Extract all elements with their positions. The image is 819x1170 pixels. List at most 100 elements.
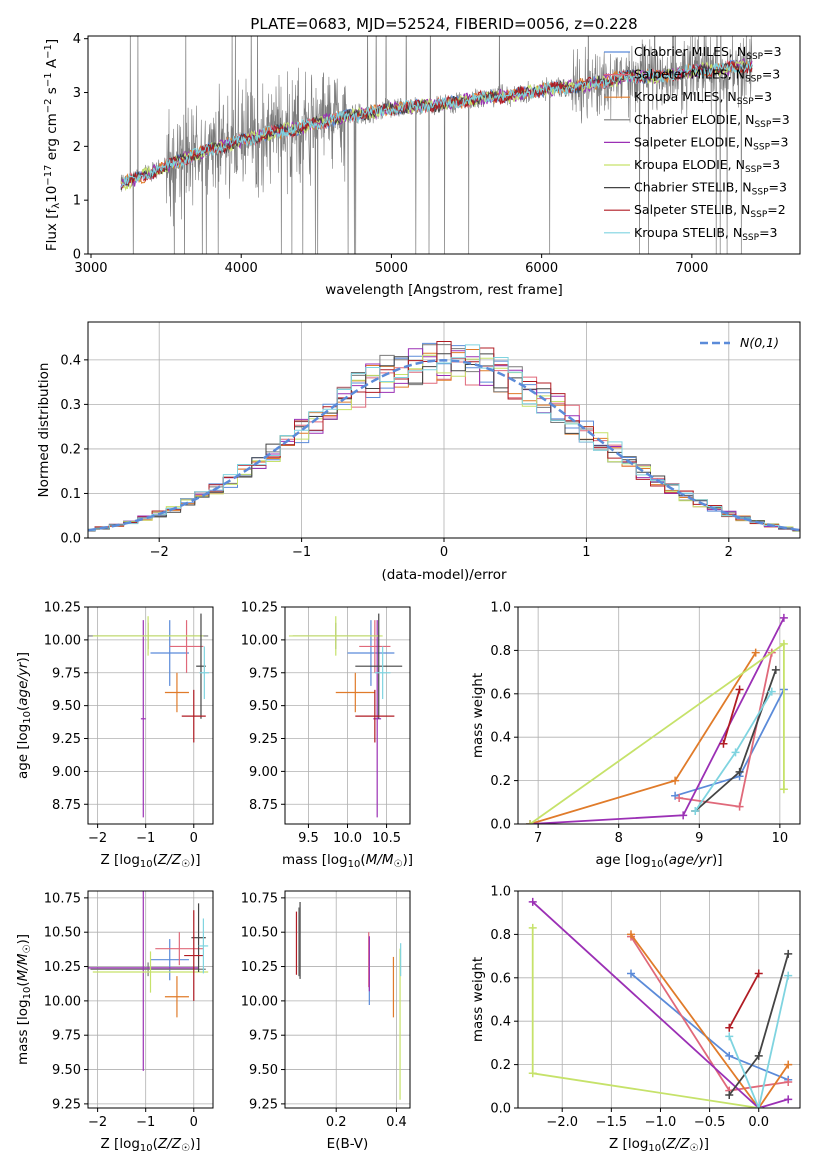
axes-frame <box>87 321 801 539</box>
y-tick-label: 0.2 <box>490 1058 511 1073</box>
plot-area-spectrum <box>120 36 753 254</box>
label-part: )] <box>190 1136 201 1152</box>
label-part: 10 <box>22 711 33 724</box>
y-tick-label: 10.50 <box>241 926 278 941</box>
x-tick-label: 6000 <box>525 261 558 276</box>
x-tick-label: −0.5 <box>694 1115 726 1130</box>
y-tick-label: 0.3 <box>60 398 81 413</box>
label-part: −17 <box>43 165 54 186</box>
weight-marker <box>784 1095 793 1104</box>
label-part: 10 <box>140 1143 153 1154</box>
label-part: Z/Z <box>157 852 182 868</box>
y-axis-label: mass weight <box>470 957 486 1042</box>
label-part: E(B-V) <box>327 1136 369 1152</box>
weight-marker <box>671 791 680 800</box>
label-part: ( <box>15 981 31 986</box>
x-axis-label: (data-model)/error <box>381 567 507 583</box>
y-tick-label: 9.25 <box>249 1097 278 1112</box>
x-tick-label: −2 <box>88 831 107 846</box>
label-part: ☉ <box>689 1143 698 1154</box>
legend-entry: Chabrier ELODIE, NSSP=3 <box>634 112 790 130</box>
figure-title: PLATE=0683, MJD=52524, FIBERID=0056, z=0… <box>250 15 637 33</box>
plot-area-mass-vs-Z <box>88 891 209 1071</box>
label-part: M/M <box>15 953 31 981</box>
legend-entry: Chabrier MILES, NSSP=3 <box>634 44 782 62</box>
y-tick-label: 0.0 <box>490 1102 511 1117</box>
histogram-step <box>88 361 800 531</box>
legend-sub: SSP <box>745 165 762 175</box>
legend-name: Kroupa STELIB, N <box>634 225 742 240</box>
weight-marker <box>725 1032 734 1041</box>
y-tick-label: 9.25 <box>249 732 278 747</box>
label-part: ( <box>663 852 668 868</box>
legend-entry: Chabrier STELIB, NSSP=3 <box>634 180 787 198</box>
legend-count: =3 <box>770 134 788 149</box>
x-axis-label: Z [log10(Z/Z☉)] <box>101 852 201 870</box>
y-tick-label: 0 <box>73 248 81 263</box>
x-tick-label: 8 <box>615 831 623 846</box>
x-tick-label: −2 <box>150 545 169 560</box>
weight-marker <box>626 930 635 939</box>
legend-name: Chabrier MILES, N <box>634 44 746 59</box>
x-tick-label: −1 <box>292 545 311 560</box>
x-tick-label: −2 <box>88 1115 107 1130</box>
label-part: 10 <box>44 186 60 203</box>
axes-frame <box>87 35 801 255</box>
y-tick-label: 10.75 <box>44 891 81 906</box>
x-tick-label: 10.5 <box>372 831 401 846</box>
weight-marker <box>784 949 793 958</box>
legend-name: Kroupa ELODIE, N <box>634 157 745 172</box>
y-tick-label: 9.00 <box>52 765 81 780</box>
x-tick-label: 10 <box>772 831 789 846</box>
legend-name: Kroupa MILES, N <box>634 89 737 104</box>
y-tick-label: 9.00 <box>249 765 278 780</box>
label-part: −1 <box>43 72 54 87</box>
y-tick-label: 10.00 <box>241 633 278 648</box>
legend-sub: SSP <box>752 188 769 198</box>
legend-count: =3 <box>754 89 772 104</box>
weight-marker <box>735 767 744 776</box>
y-tick-label: 0.8 <box>490 928 511 943</box>
y-tick-label: 0.2 <box>60 442 81 457</box>
y-axis-label: mass [log10(M/M☉)] <box>15 934 33 1065</box>
legend-entry: Kroupa STELIB, NSSP=3 <box>634 225 778 243</box>
x-tick-label: −2.0 <box>546 1115 578 1130</box>
y-tick-label: 8.75 <box>249 798 278 813</box>
weight-marker <box>784 1060 793 1069</box>
x-tick-label: 7 <box>534 831 542 846</box>
x-tick-label: 7000 <box>675 261 708 276</box>
x-tick-label: 1 <box>582 545 590 560</box>
y-tick-label: 10.00 <box>241 994 278 1009</box>
x-tick-label: 10.0 <box>333 831 362 846</box>
weight-line <box>532 901 789 1108</box>
x-axis-label: Z [log10(Z/Z☉)] <box>101 1136 201 1154</box>
label-part: Z/Z <box>157 1136 182 1152</box>
axes-frame <box>284 606 411 825</box>
plot-area-age-vs-Z <box>88 613 210 818</box>
label-part: mass [log <box>282 852 348 868</box>
weight-marker <box>754 969 763 978</box>
y-tick-label: 10.75 <box>241 891 278 906</box>
panel-spectrum: 3000 4000 5000 6000 7000 0 1 2 3 4 wavelength [Ang… <box>43 32 801 298</box>
panel-weight-vs-Z: −2.0 −1.5 −1.0 −0.5 0.0 0.0 0.2 0.4 0.6 0.8 1.0 Z [… <box>470 885 801 1154</box>
y-tick-label: 9.75 <box>52 1029 81 1044</box>
y-tick-label: 1.0 <box>490 885 511 900</box>
label-part: )] <box>402 852 413 868</box>
label-part: 10 <box>348 859 361 870</box>
x-tick-label: 9 <box>695 831 703 846</box>
x-tick-label: −1 <box>136 1115 155 1130</box>
legend-sub: SSP <box>742 233 759 243</box>
axes-frame <box>517 606 801 825</box>
weight-marker <box>671 776 680 785</box>
weight-line <box>722 689 741 744</box>
label-part: age/yr <box>669 852 714 868</box>
y-tick-label: 9.25 <box>52 732 81 747</box>
label-part: erg cm <box>44 113 60 164</box>
panel-residuals: −2 −1 0 1 2 0.0 0.1 0.2 0.3 0.4 (data-model)/error… <box>36 321 801 583</box>
y-tick-label: 9.75 <box>249 666 278 681</box>
y-tick-label: 0.4 <box>490 1015 511 1030</box>
legend-name: Chabrier ELODIE, N <box>634 112 754 127</box>
x-tick-label: −1 <box>136 831 155 846</box>
legend-name: Chabrier STELIB, N <box>634 180 752 195</box>
